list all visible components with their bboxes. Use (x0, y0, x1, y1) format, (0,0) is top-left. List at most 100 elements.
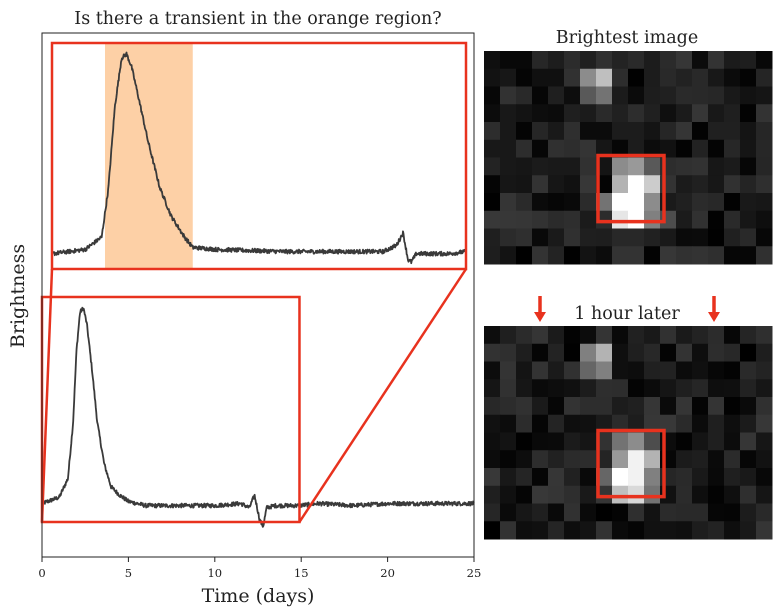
image-pixel (740, 468, 757, 487)
image-pixel (532, 210, 549, 229)
image-pixel (548, 157, 565, 176)
image-pixel (580, 86, 597, 105)
image-pixel (724, 122, 741, 141)
image-pixel (724, 468, 741, 487)
image-pixel (596, 379, 613, 398)
x-tick-layer: 0 5 10 15 20 25 (38, 557, 481, 580)
image-pixel (644, 521, 661, 540)
image-pixel (564, 193, 581, 212)
image-pixel (580, 468, 597, 487)
image-pixel (708, 104, 725, 123)
image-pixel (660, 228, 677, 247)
image-pixel (484, 210, 501, 229)
image-pixel (676, 485, 693, 504)
image-pixel (516, 122, 533, 141)
image-pixel (500, 228, 517, 247)
image-pixel (676, 414, 693, 433)
image-pixel (628, 450, 645, 469)
image-pixel (612, 51, 629, 70)
image-pixel (580, 503, 597, 522)
image-pixel (484, 228, 501, 247)
image-pixel (612, 432, 629, 451)
image-pixel (516, 379, 533, 398)
image-pixel (548, 521, 565, 540)
image-pixel (692, 414, 709, 433)
image-pixel (676, 246, 693, 265)
image-pixel (548, 175, 565, 194)
image-pixel (596, 228, 613, 247)
image-pixel (676, 193, 693, 212)
x-tick-label: 15 (294, 566, 309, 580)
image-pixel (564, 175, 581, 194)
x-tick-label: 0 (38, 566, 45, 580)
image-pixel (548, 104, 565, 123)
image-pixel (740, 193, 757, 212)
image-pixel (740, 68, 757, 87)
image-pixel (548, 343, 565, 362)
image-pixel (708, 246, 725, 265)
image-pixel (548, 414, 565, 433)
image-pixel (516, 361, 533, 380)
image-pixel (628, 51, 645, 70)
image-pixel (708, 228, 725, 247)
image-pixel (548, 139, 565, 158)
image-pixel (532, 228, 549, 247)
image-pixel (596, 104, 613, 123)
image-pixel (628, 326, 645, 345)
image-pixel (532, 468, 549, 487)
image-pixel (628, 343, 645, 362)
image-pixel (660, 139, 677, 158)
image-pixel (612, 228, 629, 247)
orange-highlight-region (104, 44, 193, 268)
image-pixel (612, 361, 629, 380)
image-pixel (532, 361, 549, 380)
image-pixel (676, 122, 693, 141)
image-pixel (580, 379, 597, 398)
image-pixel (692, 468, 709, 487)
image-pixel (580, 361, 597, 380)
image-pixel (612, 157, 629, 176)
image-pixel (756, 521, 773, 540)
image-pixel (660, 86, 677, 105)
x-axis-label: Time (days) (202, 585, 315, 607)
later-image-pixels (484, 326, 773, 540)
image-pixel (532, 175, 549, 194)
image-pixel (500, 175, 517, 194)
image-pixel (532, 86, 549, 105)
image-pixel (692, 157, 709, 176)
image-pixel (628, 468, 645, 487)
brightest-image-pixels (484, 51, 773, 265)
zoom-source-box (40, 295, 301, 524)
image-pixel (532, 450, 549, 469)
image-pixel (596, 86, 613, 105)
later-image-title: 1 hour later (574, 304, 680, 324)
image-pixel (516, 139, 533, 158)
arrow-layer (534, 296, 720, 322)
image-pixel (676, 468, 693, 487)
image-pixel (532, 122, 549, 141)
image-pixel (676, 104, 693, 123)
image-pixel (564, 450, 581, 469)
x-tick-label: 10 (207, 566, 222, 580)
image-pixel (724, 175, 741, 194)
image-pixel (612, 503, 629, 522)
image-pixel (708, 450, 725, 469)
image-pixel (612, 175, 629, 194)
image-pixel (756, 397, 773, 416)
image-pixel (676, 343, 693, 362)
image-pixel (532, 414, 549, 433)
image-pixel (708, 157, 725, 176)
image-pixel (660, 343, 677, 362)
image-pixel (500, 485, 517, 504)
image-pixel (516, 468, 533, 487)
y-axis-label: Brightness (7, 244, 29, 348)
image-pixel (596, 468, 613, 487)
image-pixel (708, 485, 725, 504)
brightest-image-panel: Brightest image (484, 28, 773, 265)
image-pixel (756, 210, 773, 229)
lower-light-curve (41, 306, 475, 528)
image-pixel (708, 432, 725, 451)
image-pixel (692, 122, 709, 141)
image-pixel (708, 521, 725, 540)
